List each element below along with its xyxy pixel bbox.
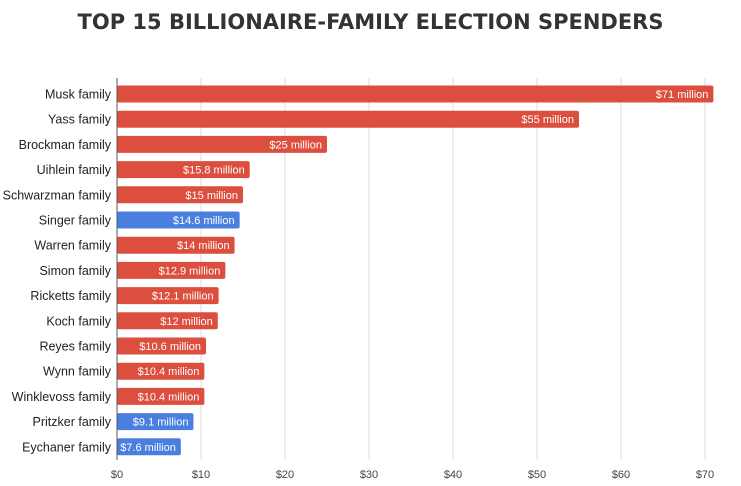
category-label: Warren family (34, 239, 111, 253)
x-tick-label: $10 (192, 469, 210, 481)
category-label: Musk family (45, 88, 112, 102)
category-labels: Musk family Yass family Brockman family Uih… (3, 88, 112, 455)
chart-title: TOP 15 BILLIONAIRE-FAMILY ELECTION SPEND… (77, 10, 664, 34)
bar-data-label: $12.1 million (152, 291, 214, 303)
bar (117, 413, 194, 431)
gridlines (200, 78, 706, 460)
x-tick-label: $60 (612, 469, 630, 481)
bar-data-label: $15 million (185, 190, 238, 202)
x-tick-label: $70 (696, 469, 714, 481)
bar-data-label: $71 million (656, 89, 709, 101)
x-tick-label: $30 (360, 469, 378, 481)
bar (117, 312, 218, 330)
category-label: Yass family (48, 113, 112, 127)
bar-data-label: $14.6 million (173, 215, 235, 227)
bar-data-label: $10.6 million (139, 341, 201, 353)
bar-data-label: $14 million (177, 240, 230, 252)
category-label: Simon family (39, 264, 111, 278)
bar (117, 186, 243, 204)
bars: $71 million $55 million $25 million $15.8 m… (117, 85, 714, 456)
bar (117, 135, 327, 153)
bar-data-label: $25 million (269, 139, 322, 151)
bar-data-label: $10.4 million (138, 391, 200, 403)
x-tick-label: $20 (276, 469, 294, 481)
bar (117, 110, 579, 128)
bar-data-label: $55 million (521, 114, 574, 126)
bar (117, 236, 235, 254)
bar (117, 161, 250, 179)
x-tick-label: $50 (528, 469, 546, 481)
bar (117, 337, 207, 355)
category-label: Winklevoss family (12, 390, 112, 404)
bar (117, 362, 205, 380)
x-tick-label: $0 (111, 469, 123, 481)
bar (117, 387, 205, 405)
bar-data-label: $12 million (160, 316, 213, 328)
category-label: Reyes family (39, 340, 111, 354)
bar-data-label: $7.6 million (120, 442, 176, 454)
category-label: Eychaner family (22, 440, 112, 454)
x-tick-label: $40 (444, 469, 462, 481)
bar-data-label: $15.8 million (183, 165, 245, 177)
bar (117, 261, 226, 279)
bar-data-label: $9.1 million (133, 417, 189, 429)
category-label: Koch family (46, 314, 111, 328)
category-label: Wynn family (43, 365, 112, 379)
category-label: Pritzker family (33, 415, 112, 429)
bar-data-label: $12.9 million (159, 265, 221, 277)
bar (117, 85, 714, 103)
x-axis-ticks: $0 $10 $20 $30 $40 $50 $60 $70 (111, 469, 714, 481)
bar (117, 438, 181, 456)
category-label: Uihlein family (37, 163, 112, 177)
category-label: Schwarzman family (3, 188, 112, 202)
bar-data-label: $10.4 million (138, 366, 200, 378)
category-label: Brockman family (19, 138, 112, 152)
bar (117, 211, 240, 229)
category-label: Singer family (39, 214, 112, 228)
bar (117, 287, 219, 305)
category-label: Ricketts family (30, 289, 111, 303)
